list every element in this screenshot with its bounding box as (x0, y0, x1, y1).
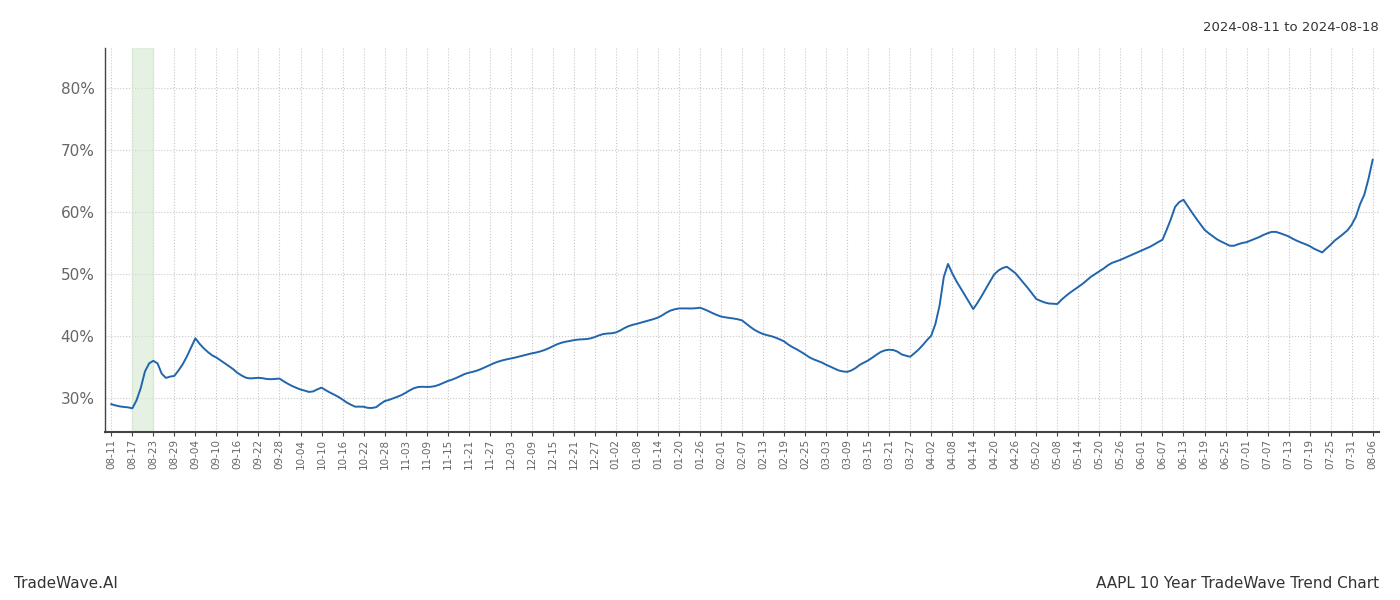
Text: 2024-08-11 to 2024-08-18: 2024-08-11 to 2024-08-18 (1203, 21, 1379, 34)
Text: AAPL 10 Year TradeWave Trend Chart: AAPL 10 Year TradeWave Trend Chart (1096, 576, 1379, 591)
Bar (133, 48, 154, 432)
Text: TradeWave.AI: TradeWave.AI (14, 576, 118, 591)
